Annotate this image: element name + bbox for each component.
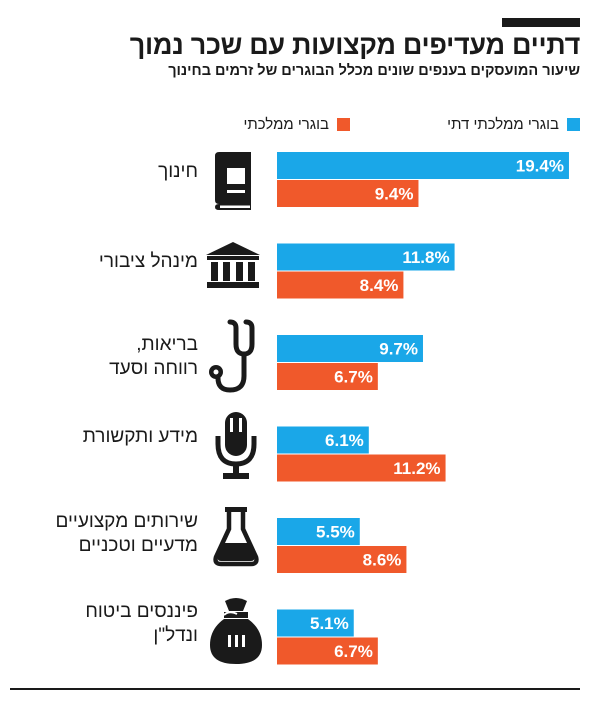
bar-state-1	[277, 271, 404, 299]
bar-value-label-state-5: 6.7%	[334, 642, 373, 661]
bar-state-5	[277, 637, 378, 665]
microphone-icon	[215, 412, 257, 479]
bar-value-label-religious-1: 11.8%	[402, 248, 449, 267]
bar-religious-5	[277, 609, 354, 637]
legend-item-religious: בוגרי ממלכתי דתי	[447, 115, 580, 133]
legend-swatch-state	[337, 117, 350, 131]
legend-label-state: בוגרי ממלכתי	[243, 115, 329, 133]
legend-label-religious: בוגרי ממלכתי דתי	[447, 115, 559, 133]
bar-religious-4	[277, 518, 360, 545]
bar-state-4	[277, 546, 407, 573]
category-label-4: שירותים מקצועיים מדעיים וטכניים	[55, 511, 198, 556]
book-icon	[215, 152, 251, 210]
stethoscope-icon	[209, 319, 255, 393]
top-rule	[502, 18, 580, 27]
bar-value-label-state-1: 8.4%	[360, 276, 399, 295]
money-bag-icon	[210, 598, 262, 664]
bar-state-0	[277, 180, 419, 207]
bar-value-label-state-3: 11.2%	[393, 459, 440, 478]
bar-value-label-state-0: 9.4%	[375, 185, 414, 204]
bar-value-label-religious-4: 5.5%	[316, 523, 355, 542]
bar-value-label-state-2: 6.7%	[334, 368, 373, 387]
bar-value-label-religious-0: 19.4%	[516, 157, 564, 176]
category-label-3: מידע ותקשורת	[82, 426, 198, 447]
category-label-2: בריאות, רווחה וסעד	[109, 334, 198, 379]
bar-value-label-religious-3: 6.1%	[325, 431, 364, 450]
bar-value-label-religious-2: 9.7%	[379, 340, 418, 359]
bar-religious-1	[277, 243, 455, 271]
legend-item-state: בוגרי ממלכתי	[243, 115, 350, 133]
bar-value-label-religious-5: 5.1%	[310, 614, 349, 633]
category-label-5: פיננסים ביטוח ונדל"ן	[85, 601, 198, 646]
bar-religious-3	[277, 426, 369, 454]
flask-icon	[213, 507, 259, 567]
bar-value-label-state-4: 8.6%	[363, 551, 402, 570]
bar-state-3	[277, 454, 446, 482]
bar-state-2	[277, 363, 378, 390]
category-label-1: מינהל ציבורי	[98, 251, 198, 272]
bottom-rule	[10, 688, 580, 690]
category-label-0: חינוך	[158, 161, 198, 182]
bar-religious-2	[277, 335, 423, 362]
chart-subtitle: שיעור המועסקים בענפים שונים מכלל הבוגרים…	[168, 63, 580, 79]
chart-title: דתיים מעדיפים מקצועות עם שכר נמוך	[129, 30, 581, 60]
government-building-icon	[206, 242, 260, 288]
legend-swatch-religious	[567, 117, 580, 131]
bar-religious-0	[277, 152, 569, 179]
